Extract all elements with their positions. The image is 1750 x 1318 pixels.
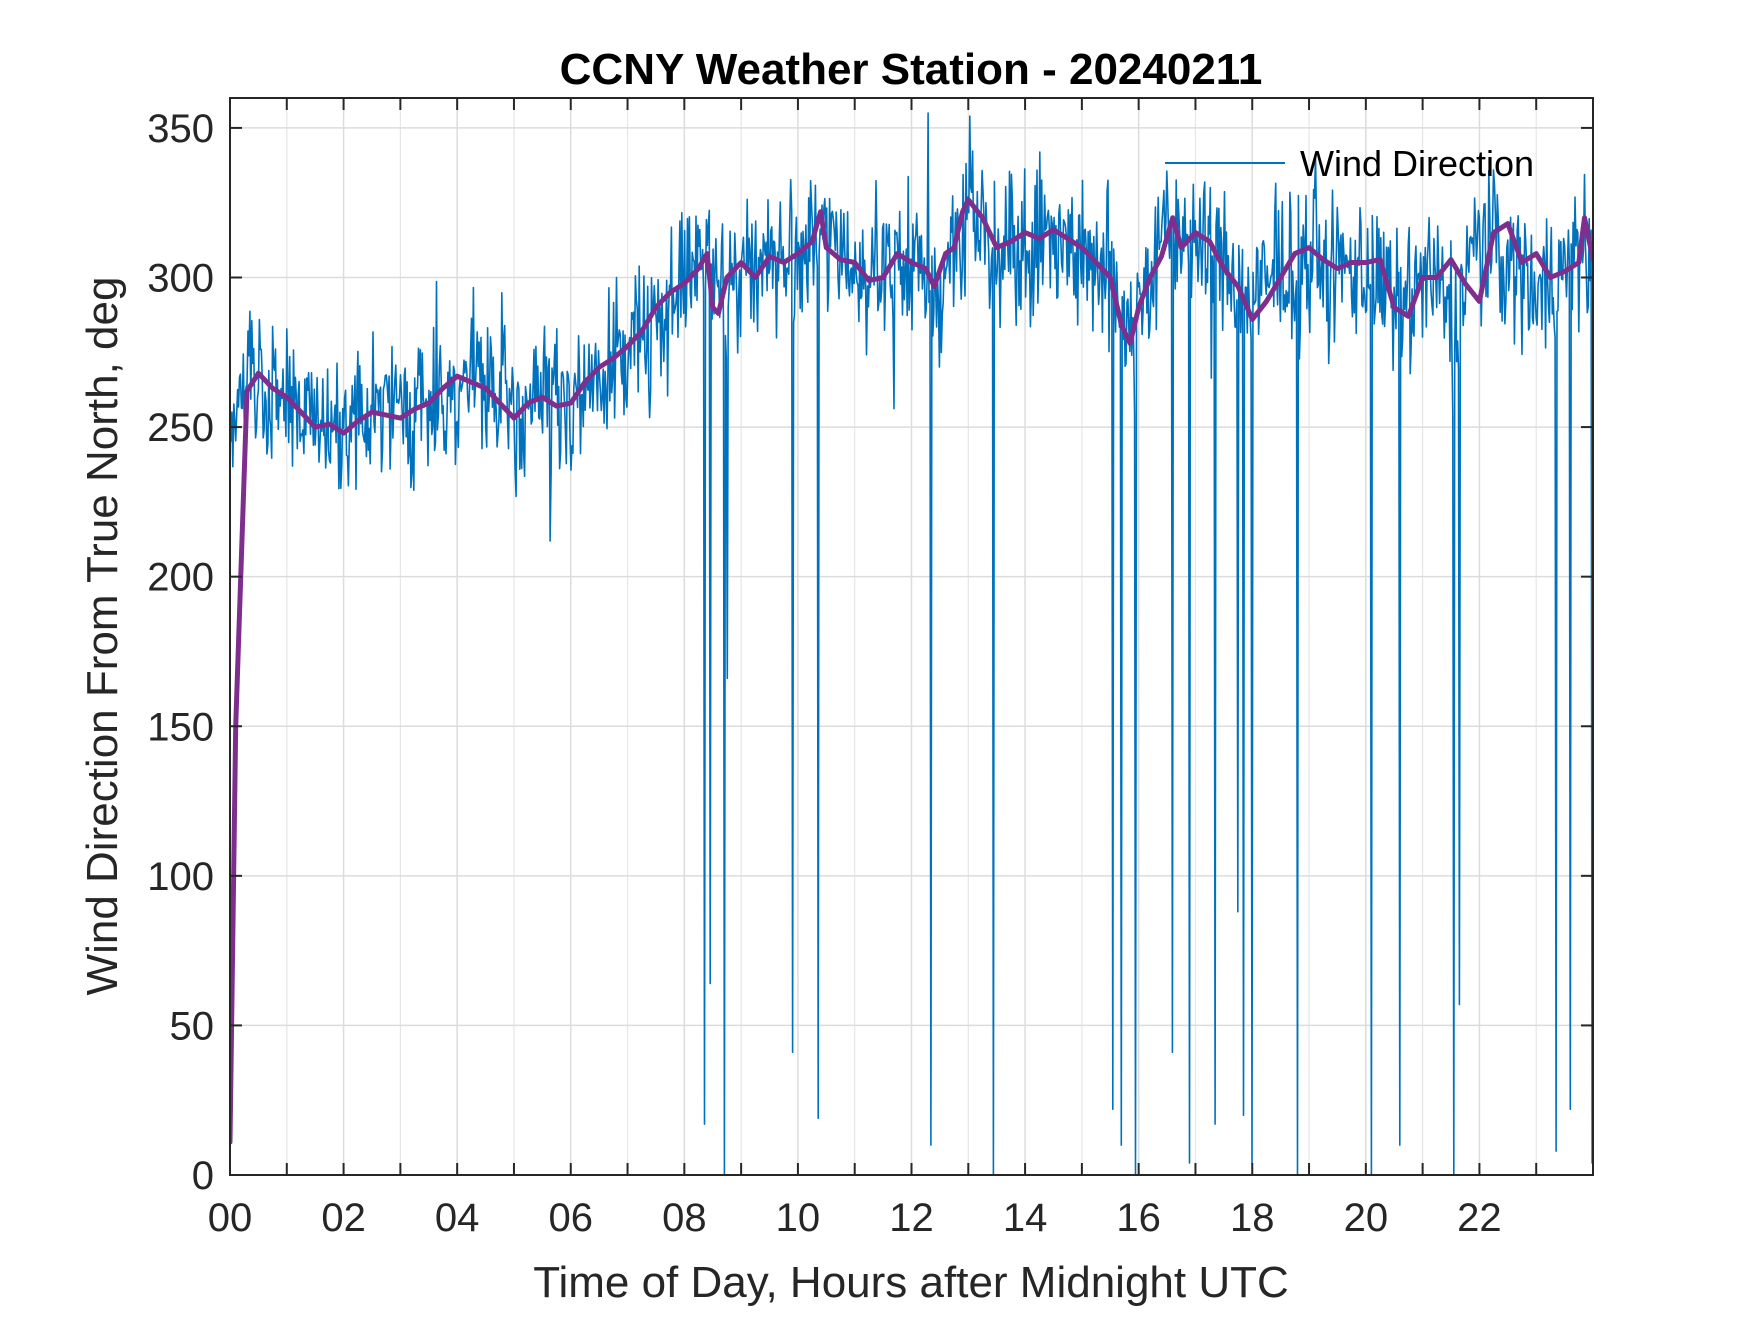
y-tick-label: 0: [192, 1154, 214, 1198]
x-tick-label: 22: [1457, 1196, 1502, 1240]
x-axis-label: Time of Day, Hours after Midnight UTC: [533, 1258, 1289, 1307]
series-clip-group: [230, 112, 1593, 1175]
data-series: [230, 112, 1593, 1175]
x-tick-label: 06: [549, 1196, 594, 1240]
y-tick-label: 300: [147, 257, 214, 301]
x-tick-label: 00: [208, 1196, 253, 1240]
x-tick-label: 20: [1344, 1196, 1389, 1240]
x-tick-label: 12: [889, 1196, 934, 1240]
x-axis-tick-labels: 00 02 04 06 08 10 12 14 16 18 20 22: [208, 1196, 1502, 1240]
x-tick-label: 02: [321, 1196, 366, 1240]
y-axis-label: Wind Direction From True North, deg: [78, 277, 127, 996]
y-tick-label: 50: [170, 1004, 215, 1048]
x-tick-label: 08: [662, 1196, 707, 1240]
chart-title: CCNY Weather Station - 20240211: [560, 45, 1263, 94]
legend: Wind Direction: [1165, 143, 1534, 184]
y-tick-label: 150: [147, 705, 214, 749]
y-tick-label: 100: [147, 855, 214, 899]
y-tick-label: 250: [147, 406, 214, 450]
y-axis-tick-labels: 0 50 100 150 200 250 300 350: [147, 107, 214, 1198]
y-tick-label: 200: [147, 556, 214, 600]
x-tick-label: 04: [435, 1196, 480, 1240]
x-tick-label: 14: [1003, 1196, 1048, 1240]
legend-label-wind-direction: Wind Direction: [1300, 143, 1534, 184]
x-tick-label: 16: [1116, 1196, 1161, 1240]
series-line-wind-direction: [230, 112, 1593, 1175]
series-line-moving-average: [230, 197, 1593, 1145]
x-tick-label: 18: [1230, 1196, 1275, 1240]
x-tick-label: 10: [776, 1196, 821, 1240]
axis-ticks: [229, 98, 1593, 1176]
y-tick-label: 350: [147, 107, 214, 151]
